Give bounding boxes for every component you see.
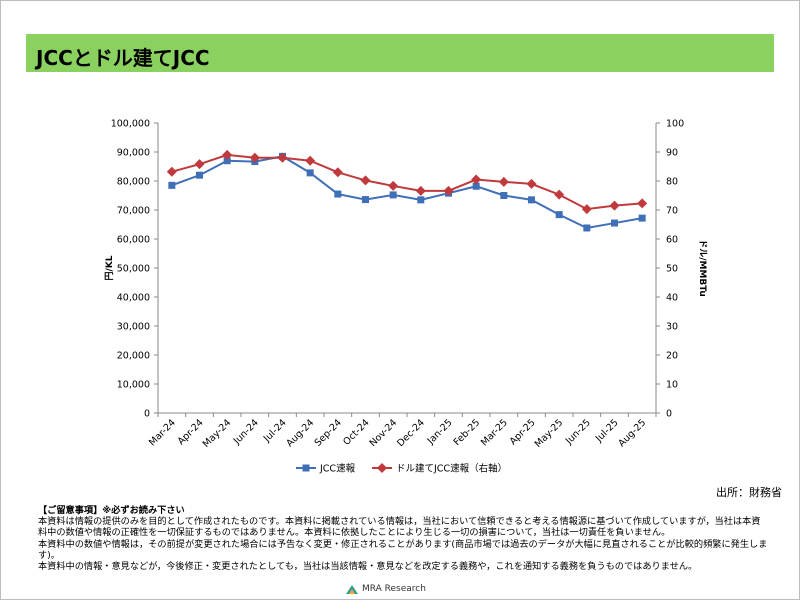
y-right-tick-label: 50 <box>666 264 678 275</box>
y-right-tick-label: 0 <box>666 409 672 420</box>
data-point-jcc <box>223 157 231 165</box>
source-text: 出所：財務省 <box>716 486 782 499</box>
x-tick-label: Jun-24 <box>231 417 261 447</box>
data-point-usd-jcc <box>277 152 288 163</box>
notes-line-1: 本資料は情報の提供のみを目的として作成されたものです。本資料に掲載されている情報… <box>38 516 761 539</box>
data-point-usd-jcc <box>581 204 592 215</box>
logo-text: MRA Research <box>362 584 426 594</box>
chart: 0 10,000 20,000 30,000 40,000 50,000 60,000 70,… <box>104 119 708 475</box>
data-point-usd-jcc <box>360 175 371 186</box>
y-left-tick-label: 60,000 <box>117 235 150 246</box>
legend-label-2: ドル建てJCC速報（右軸） <box>396 463 507 475</box>
x-tick-label: Oct-24 <box>341 417 371 447</box>
y-left-tick-label: 0 <box>144 409 150 420</box>
y-left-tick-label: 100,000 <box>111 119 150 130</box>
data-point-jcc <box>389 191 397 199</box>
x-tick-label: Dec-24 <box>395 417 427 449</box>
legend-marker-1 <box>302 464 310 472</box>
legend-marker-2 <box>377 463 387 473</box>
data-point-jcc <box>168 181 176 189</box>
data-point-jcc <box>306 169 314 177</box>
x-tick-label: May-25 <box>533 417 566 450</box>
data-point-jcc <box>334 190 342 198</box>
data-point-jcc <box>500 192 508 199</box>
y-right-tick-label: 80 <box>666 177 678 188</box>
data-point-usd-jcc <box>609 200 620 211</box>
data-point-usd-jcc <box>415 185 426 196</box>
y-left-tick-label: 10,000 <box>117 380 150 391</box>
y-left-tick-label: 90,000 <box>117 148 150 159</box>
data-point-usd-jcc <box>222 149 233 160</box>
data-point-usd-jcc <box>498 176 509 187</box>
x-tick-label: Aug-24 <box>284 417 316 449</box>
data-point-jcc <box>362 196 369 204</box>
data-point-usd-jcc <box>305 155 316 166</box>
x-tick-label: Nov-24 <box>368 417 400 449</box>
data-point-jcc <box>196 171 203 179</box>
data-point-usd-jcc <box>526 178 537 189</box>
y-left-axis-title: 円/KL <box>104 255 115 280</box>
x-tick-label: Feb-25 <box>452 417 483 448</box>
data-point-jcc <box>472 182 480 190</box>
page-title: JCCとドル建てJCC <box>36 46 210 70</box>
y-left-tick-label: 50,000 <box>117 264 150 275</box>
data-point-jcc <box>638 214 646 222</box>
x-tick-label: May-24 <box>201 417 234 450</box>
data-point-usd-jcc <box>166 166 177 177</box>
company-logo: MRA Research <box>345 583 426 595</box>
data-point-jcc <box>583 224 591 232</box>
data-point-usd-jcc <box>554 189 565 200</box>
notes-line-3: 本資料中の情報・意見などが，今後修正・変更されたとしても，当社は当該情報・意見な… <box>38 561 698 573</box>
x-tick-label: Jan-25 <box>425 417 455 447</box>
y-right-tick-label: 70 <box>666 206 678 217</box>
y-left-tick-label: 20,000 <box>117 351 150 362</box>
logo-icon <box>346 585 358 594</box>
x-tick-label: Mar-24 <box>147 417 178 448</box>
notes-line-2: 本資料中の数値や情報は，その前提が変更された場合には予告なく変更・修正されること… <box>38 538 768 561</box>
data-point-jcc <box>611 219 618 227</box>
y-left-tick-label: 30,000 <box>117 322 150 333</box>
y-left-tick-label: 70,000 <box>117 206 150 217</box>
y-right-tick-label: 90 <box>666 148 678 159</box>
disclaimer-notes: 【ご留意事項】※必ずお読み下さい 本資料は情報の提供のみを目的として作成されたも… <box>38 505 768 572</box>
y-left-tick-label: 40,000 <box>117 293 150 304</box>
x-tick-label: Aug-25 <box>616 417 648 449</box>
data-point-usd-jcc <box>388 180 399 191</box>
notes-heading: 【ご留意事項】※必ずお読み下さい <box>38 505 185 516</box>
series-line-2 <box>171 153 643 211</box>
data-point-usd-jcc <box>194 159 205 170</box>
y-right-tick-label: 30 <box>666 322 678 333</box>
y-right-tick-label: 60 <box>666 235 678 246</box>
data-point-usd-jcc <box>443 185 454 196</box>
x-tick-label: Mar-25 <box>479 417 510 448</box>
y-right-tick-label: 40 <box>666 293 678 304</box>
x-tick-label: Jun-25 <box>563 417 593 447</box>
data-point-usd-jcc <box>332 167 343 178</box>
y-right-tick-label: 100 <box>666 119 684 130</box>
y-right-tick-label: 20 <box>666 351 678 362</box>
data-point-usd-jcc <box>637 198 648 209</box>
x-tick-label: Sep-24 <box>313 417 344 448</box>
data-point-jcc <box>417 196 425 204</box>
legend-label-1: JCC速報 <box>319 464 356 475</box>
data-point-jcc <box>528 196 535 204</box>
y-right-tick-label: 10 <box>666 380 678 391</box>
series-line-1 <box>171 155 643 230</box>
y-left-tick-label: 80,000 <box>117 177 150 188</box>
title-bar: JCCとドル建てJCC <box>26 34 774 72</box>
data-point-jcc <box>555 211 563 219</box>
y-right-axis-title: ドル/MMBTu <box>697 239 708 297</box>
data-point-usd-jcc <box>471 174 482 185</box>
data-point-usd-jcc <box>249 152 260 163</box>
